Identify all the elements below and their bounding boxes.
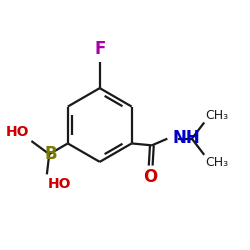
Text: CH₃: CH₃ bbox=[206, 108, 229, 122]
Text: B: B bbox=[44, 145, 57, 163]
Text: HO: HO bbox=[48, 177, 72, 191]
Text: NH: NH bbox=[172, 129, 200, 147]
Text: F: F bbox=[94, 40, 106, 58]
Text: HO: HO bbox=[6, 125, 30, 139]
Text: O: O bbox=[144, 168, 158, 186]
Text: CH₃: CH₃ bbox=[206, 156, 229, 169]
